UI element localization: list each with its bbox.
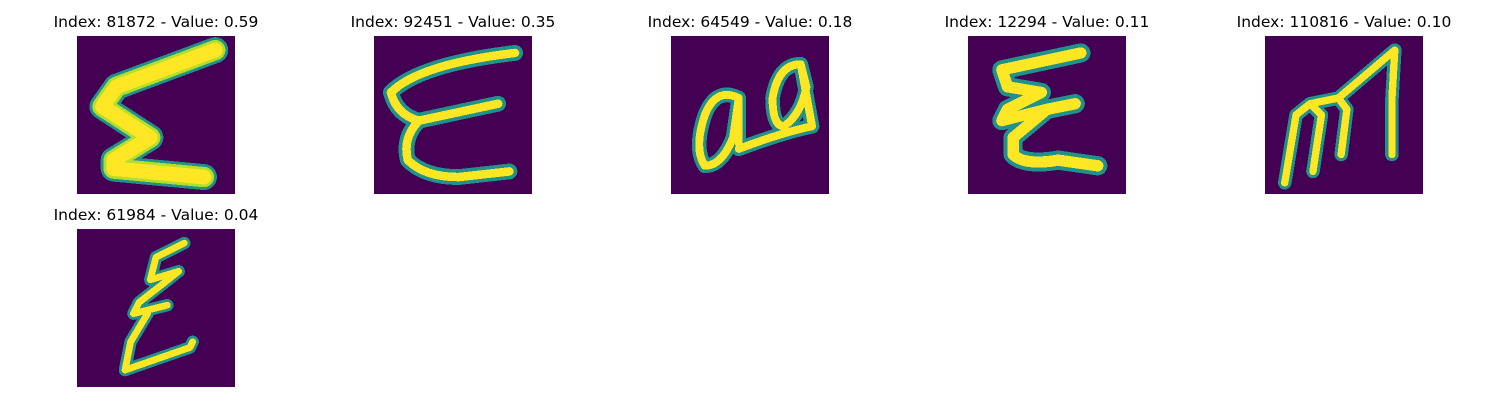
panel-title-2: Index: 92451 - Value: 0.35 — [350, 13, 556, 31]
stroke-core — [996, 47, 1104, 172]
panel-title-5: Index: 110816 - Value: 0.10 — [1236, 13, 1452, 31]
stroke-core — [95, 42, 223, 185]
stroke-core — [1281, 46, 1399, 187]
stroke-core — [386, 48, 520, 182]
panel-title-6: Index: 61984 - Value: 0.04 — [53, 206, 259, 224]
digit-image-3 — [671, 36, 829, 194]
digit-image-6 — [77, 229, 235, 387]
digit-image-1 — [77, 36, 235, 194]
panel-title-4: Index: 12294 - Value: 0.11 — [944, 13, 1150, 31]
panel-title-1: Index: 81872 - Value: 0.59 — [53, 13, 259, 31]
stroke-core — [121, 239, 197, 374]
digit-image-5 — [1265, 36, 1423, 194]
stroke-core — [695, 60, 817, 170]
digit-image-4 — [968, 36, 1126, 194]
digit-image-2 — [374, 36, 532, 194]
panel-title-3: Index: 64549 - Value: 0.18 — [647, 13, 853, 31]
